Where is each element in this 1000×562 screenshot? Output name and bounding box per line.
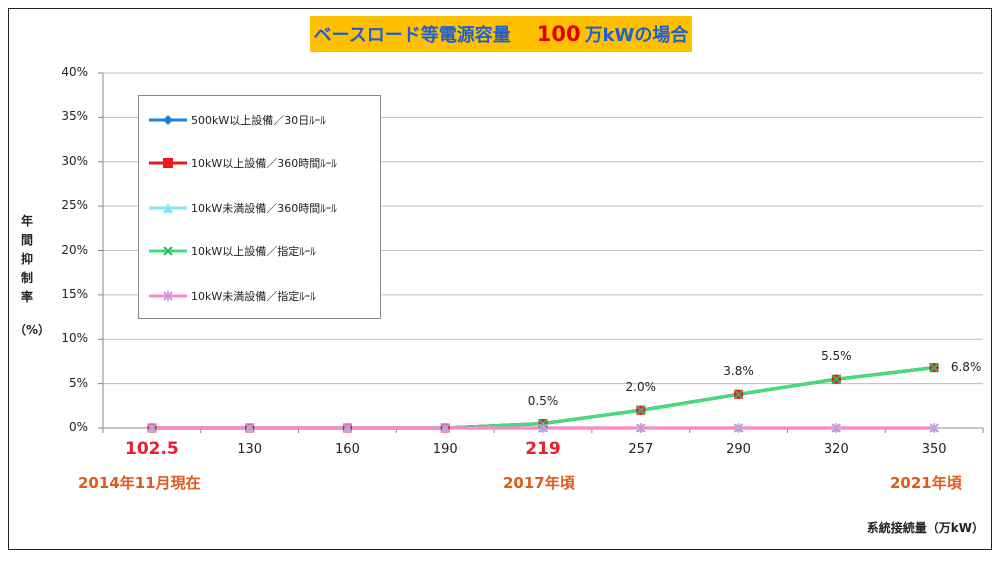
annotation-current: 2014年11月現在 — [78, 474, 201, 492]
legend-label: 10kW未満設備／360時間ﾙｰﾙ — [191, 202, 337, 215]
data-point — [733, 389, 744, 399]
y-title-char: 抑 — [20, 252, 33, 266]
data-label: 0.5% — [527, 393, 559, 408]
legend-swatch-star-icon — [149, 291, 187, 301]
x-tick-label: 160 — [335, 442, 360, 457]
legend-item: 10kW以上設備／指定ﾙｰﾙ — [147, 241, 316, 261]
y-title-char: 年 — [20, 214, 33, 228]
y-tick-label: 30% — [61, 153, 88, 168]
legend-item: 10kW未満設備／360時間ﾙｰﾙ — [147, 198, 337, 218]
data-label: 6.8% — [950, 359, 982, 374]
y-title-char: 率 — [20, 290, 33, 304]
y-tick-label: 20% — [61, 242, 88, 257]
legend-item: 10kW以上設備／360時間ﾙｰﾙ — [147, 153, 337, 173]
y-tick-label: 40% — [61, 65, 88, 79]
x-tick-label: 219 — [525, 439, 561, 459]
legend: 500kW以上設備／30日ﾙｰﾙ 10kW以上設備／360時間ﾙｰﾙ 10kW未… — [138, 95, 381, 319]
y-tick-label: 5% — [68, 375, 88, 390]
legend-swatch-triangle-icon — [149, 203, 187, 213]
data-point — [929, 362, 939, 373]
chart-title: ベースロード等電源容量 100 万kWの場合 — [310, 16, 692, 52]
legend-label: 10kW以上設備／360時間ﾙｰﾙ — [191, 157, 337, 170]
title-part1: ベースロード等電源容量 — [313, 25, 511, 46]
x-tick-label: 257 — [628, 442, 654, 457]
data-point — [636, 405, 646, 415]
data-label: 3.8% — [723, 364, 754, 379]
title-number: 100 — [536, 22, 581, 46]
annotation-2017: 2017年頃 — [503, 474, 575, 492]
y-tick-label: 25% — [61, 198, 88, 213]
legend-item: 10kW未満設備／指定ﾙｰﾙ — [147, 286, 316, 306]
data-point — [831, 374, 842, 384]
legend-label: 10kW未満設備／指定ﾙｰﾙ — [191, 290, 316, 303]
x-tick-label: 320 — [823, 442, 849, 457]
legend-label: 500kW以上設備／30日ﾙｰﾙ — [191, 114, 326, 127]
legend-swatch-diamond-icon — [149, 115, 187, 125]
x-axis-title: 系統接続量（万kW） — [866, 521, 984, 535]
x-tick-label: 190 — [432, 442, 458, 457]
x-tick-label: 130 — [237, 442, 263, 457]
legend-item: 500kW以上設備／30日ﾙｰﾙ — [147, 110, 326, 130]
title-part2: 万kWの場合 — [584, 25, 689, 46]
data-label: 2.0% — [625, 380, 657, 395]
legend-swatch-x-icon — [149, 246, 187, 256]
data-label: 5.5% — [821, 349, 852, 364]
y-title-char: 間 — [20, 233, 33, 247]
y-title-char: 制 — [20, 271, 33, 285]
y-title-unit: （%） — [14, 323, 51, 337]
annotation-2021: 2021年頃 — [890, 474, 962, 492]
x-tick-label: 102.5 — [124, 439, 179, 459]
legend-swatch-square-icon — [149, 158, 187, 168]
y-tick-label: 15% — [61, 286, 88, 301]
y-tick-label: 0% — [68, 420, 88, 434]
legend-label: 10kW以上設備／指定ﾙｰﾙ — [191, 245, 316, 258]
y-tick-label: 35% — [61, 109, 88, 124]
y-axis-title: 年 間 抑 制 率 （%） — [14, 212, 51, 340]
x-tick-label: 290 — [726, 442, 751, 457]
y-tick-label: 10% — [61, 331, 88, 346]
x-tick-label: 350 — [921, 442, 947, 457]
